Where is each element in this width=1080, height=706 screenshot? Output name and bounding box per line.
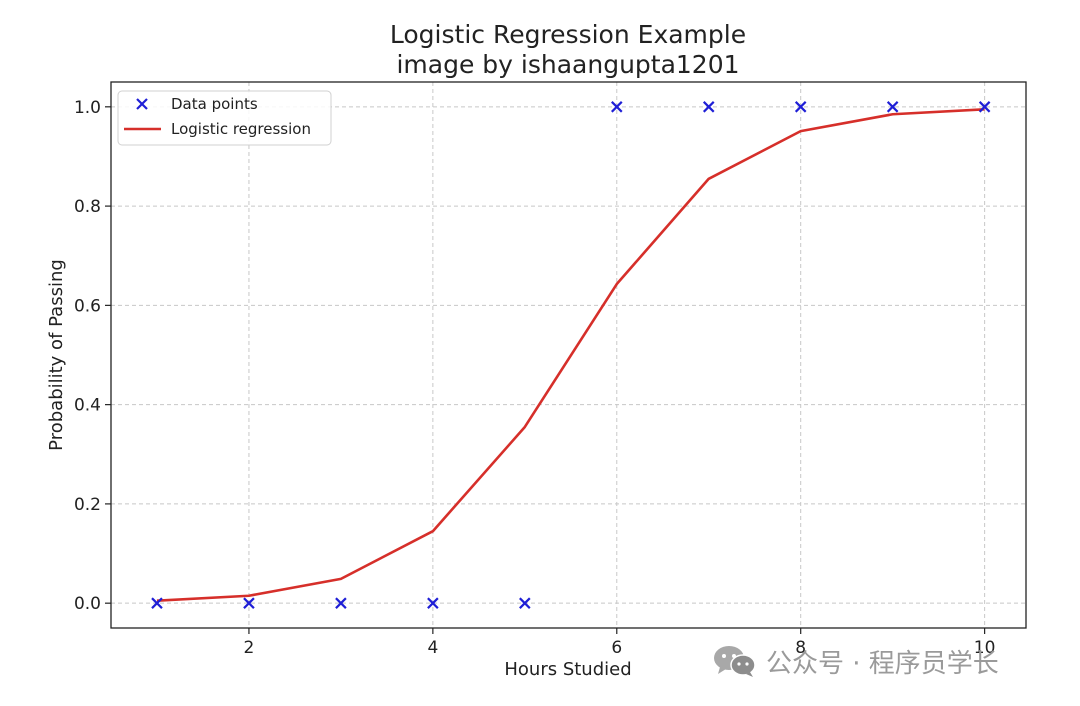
- x-tick-label: 4: [427, 638, 438, 658]
- x-axis-ticks: 2 4 6 8 10: [244, 628, 996, 658]
- logistic-regression-line: [156, 108, 985, 602]
- legend-marker-data-points: [136, 98, 148, 110]
- legend-box: [117, 90, 332, 146]
- wechat-icon: [714, 646, 756, 677]
- y-axis-ticks: 0.0 0.2 0.4 0.6 0.8 1.0: [74, 98, 111, 614]
- legend: Data points Logistic regression: [117, 90, 332, 146]
- watermark: 公众号 · 程序员学长: [712, 643, 999, 679]
- y-tick-label: 0.2: [74, 495, 101, 515]
- data-point: [243, 597, 255, 609]
- data-point: [335, 597, 347, 609]
- x-tick-label: 6: [611, 638, 622, 658]
- y-tick-label: 1.0: [74, 98, 101, 118]
- x-axis-label: Hours Studied: [504, 659, 631, 680]
- y-tick-label: 0.0: [74, 594, 101, 614]
- data-point: [794, 101, 807, 113]
- plot-frame: [110, 81, 1027, 629]
- legend-label-logistic-regression: Logistic regression: [171, 120, 311, 138]
- chart-subtitle: image by ishaangupta1201: [396, 50, 739, 79]
- y-tick-label: 0.6: [74, 296, 101, 316]
- grid: [111, 82, 1026, 628]
- logistic-regression-series: [156, 108, 985, 602]
- legend-label-data-points: Data points: [171, 95, 258, 113]
- data-point: [611, 101, 623, 113]
- y-tick-label: 0.8: [74, 197, 101, 217]
- chart-title: Logistic Regression Example: [390, 20, 746, 49]
- data-point: [886, 101, 899, 113]
- x-tick-label: 8: [795, 638, 806, 658]
- data-point: [519, 597, 531, 609]
- watermark-text: 公众号 · 程序员学长: [766, 648, 999, 679]
- x-tick-label: 2: [244, 638, 255, 658]
- data-point: [151, 597, 163, 609]
- data-point: [427, 597, 439, 609]
- y-axis-label: Probability of Passing: [46, 259, 67, 451]
- data-points-series: [151, 101, 991, 609]
- x-tick-label: 10: [974, 638, 996, 658]
- y-tick-label: 0.4: [74, 396, 101, 416]
- data-point: [702, 101, 715, 113]
- data-point: [978, 101, 991, 113]
